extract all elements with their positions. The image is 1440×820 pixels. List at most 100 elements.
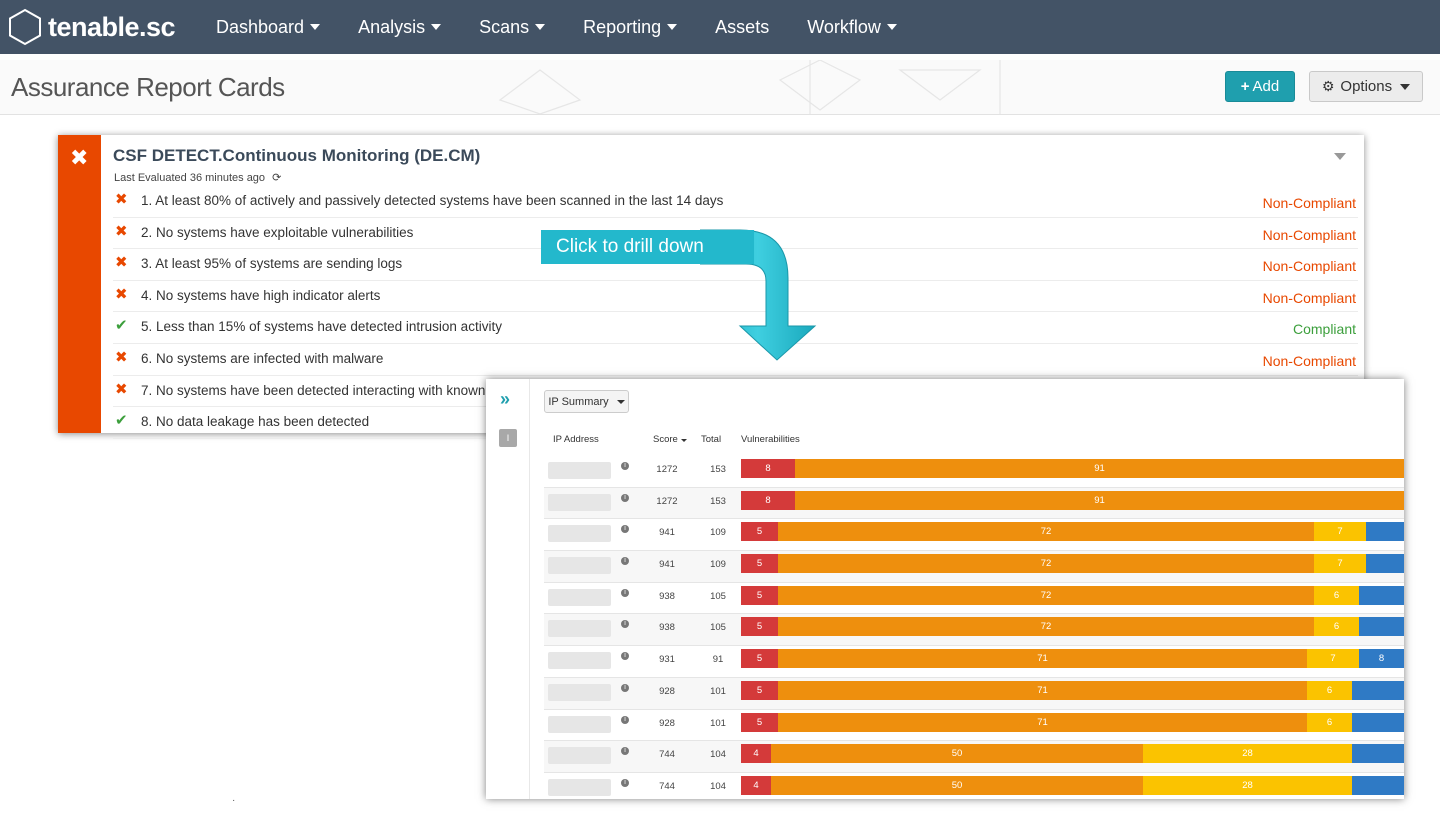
bar-segment-low[interactable]: 8: [1359, 649, 1404, 669]
vulnerability-bar[interactable]: 5 71 6: [741, 680, 1404, 700]
ip-address-redacted[interactable]: [548, 715, 611, 733]
card-title[interactable]: CSF DETECT.Continuous Monitoring (DE.CM): [113, 146, 481, 165]
table-row[interactable]: i 1272 153 8 91: [544, 456, 1404, 488]
bar-segment-high[interactable]: 72: [778, 554, 1314, 574]
ip-address-redacted[interactable]: [548, 620, 611, 638]
nav-workflow[interactable]: Workflow: [807, 17, 897, 38]
bar-segment-low[interactable]: [1352, 775, 1404, 795]
bar-segment-critical[interactable]: 5: [741, 522, 778, 542]
nav-assets[interactable]: Assets: [715, 17, 769, 38]
vulnerability-bar[interactable]: 5 71 7 8: [741, 649, 1404, 669]
info-icon[interactable]: i: [621, 588, 629, 597]
bar-segment-high[interactable]: 72: [778, 617, 1314, 637]
bar-segment-medium[interactable]: 6: [1314, 585, 1359, 605]
bar-segment-critical[interactable]: 5: [741, 585, 778, 605]
col-total[interactable]: Total: [701, 434, 722, 445]
vulnerability-bar[interactable]: 4 50 28: [741, 744, 1404, 764]
bar-segment-medium[interactable]: 6: [1314, 617, 1359, 637]
table-row[interactable]: i 928 101 5 71 6: [544, 710, 1404, 742]
table-row[interactable]: i 928 101 5 71 6: [544, 677, 1404, 710]
ip-address-redacted[interactable]: [548, 525, 611, 543]
vulnerability-bar[interactable]: 5 71 6: [741, 712, 1404, 732]
info-icon[interactable]: i: [621, 652, 629, 661]
ip-address-redacted[interactable]: [548, 778, 611, 796]
bar-segment-low[interactable]: [1366, 554, 1404, 574]
ip-address-redacted[interactable]: [548, 652, 611, 670]
vulnerability-bar[interactable]: 8 91: [741, 459, 1404, 478]
bar-segment-low[interactable]: [1352, 744, 1404, 764]
nav-analysis[interactable]: Analysis: [358, 17, 442, 38]
expand-double-chevron-icon[interactable]: »: [500, 389, 511, 409]
options-button[interactable]: ⚙ Options: [1309, 71, 1423, 102]
bar-segment-medium[interactable]: 7: [1314, 522, 1366, 542]
bar-segment-medium[interactable]: 6: [1307, 712, 1352, 732]
table-row[interactable]: i 931 91 5 71 7 8: [544, 646, 1404, 678]
bar-segment-medium[interactable]: 6: [1307, 680, 1352, 700]
col-vulnerabilities[interactable]: Vulnerabilities: [741, 434, 800, 445]
bar-segment-critical[interactable]: 5: [741, 680, 778, 700]
refresh-icon[interactable]: ⟳: [272, 172, 282, 184]
collapse-icon[interactable]: [1334, 153, 1346, 160]
bar-segment-low[interactable]: [1352, 680, 1404, 700]
bar-segment-critical[interactable]: 5: [741, 554, 778, 574]
add-button[interactable]: + Add: [1225, 71, 1295, 102]
bar-segment-critical[interactable]: 5: [741, 649, 778, 669]
ip-address-redacted[interactable]: [548, 462, 611, 479]
info-square-icon[interactable]: I: [499, 429, 517, 447]
table-row[interactable]: i 941 109 5 72 7: [544, 519, 1404, 552]
col-score[interactable]: Score: [653, 434, 687, 445]
ip-address-redacted[interactable]: [548, 557, 611, 575]
ip-address-redacted[interactable]: [548, 588, 611, 606]
requirement-row[interactable]: ✖ 3. At least 95% of systems are sending …: [113, 249, 1358, 281]
bar-segment-medium[interactable]: 7: [1314, 554, 1366, 574]
bar-segment-high[interactable]: 71: [778, 712, 1307, 732]
col-ip-address[interactable]: IP Address: [553, 434, 599, 445]
vulnerability-bar[interactable]: 5 72 6: [741, 617, 1404, 637]
bar-segment-critical[interactable]: 5: [741, 712, 778, 732]
vulnerability-bar[interactable]: 5 72 6: [741, 585, 1404, 605]
bar-segment-critical[interactable]: 4: [741, 775, 771, 795]
info-icon[interactable]: i: [621, 557, 629, 566]
info-icon[interactable]: i: [621, 462, 629, 470]
bar-segment-critical[interactable]: 8: [741, 490, 795, 510]
ip-address-redacted[interactable]: [548, 493, 611, 511]
info-icon[interactable]: i: [621, 493, 629, 502]
info-icon[interactable]: i: [621, 683, 629, 692]
bar-segment-low[interactable]: [1352, 712, 1404, 732]
bar-segment-low[interactable]: [1366, 522, 1404, 542]
bar-segment-low[interactable]: [1359, 617, 1404, 637]
table-row[interactable]: i 938 105 5 72 6: [544, 614, 1404, 647]
bar-segment-high[interactable]: 50: [771, 744, 1143, 764]
requirement-row[interactable]: ✖ 4. No systems have high indicator alert…: [113, 281, 1358, 313]
ip-address-redacted[interactable]: [548, 683, 611, 701]
nav-scans[interactable]: Scans: [479, 17, 546, 38]
bar-segment-high[interactable]: 71: [778, 649, 1307, 669]
nav-reporting[interactable]: Reporting: [583, 17, 678, 38]
bar-segment-low[interactable]: [1359, 585, 1404, 605]
info-icon[interactable]: i: [621, 620, 629, 629]
bar-segment-high[interactable]: 71: [778, 680, 1307, 700]
bar-segment-critical[interactable]: 4: [741, 744, 771, 764]
vulnerability-bar[interactable]: 8 91: [741, 490, 1404, 510]
vulnerability-bar[interactable]: 4 50 28: [741, 775, 1404, 795]
info-icon[interactable]: i: [621, 778, 629, 787]
table-row[interactable]: i 744 104 4 50 28: [544, 773, 1404, 799]
requirement-row[interactable]: ✖ 6. No systems are infected with malware…: [113, 344, 1358, 376]
table-row[interactable]: i 744 104 4 50 28: [544, 741, 1404, 773]
bar-segment-high[interactable]: 91: [795, 459, 1404, 478]
requirement-row[interactable]: ✔ 5. Less than 15% of systems have detect…: [113, 312, 1358, 344]
bar-segment-high[interactable]: 72: [778, 585, 1314, 605]
info-icon[interactable]: i: [621, 525, 629, 534]
report-card[interactable]: ✖ CSF DETECT.Continuous Monitoring (DE.C…: [58, 135, 1364, 439]
bar-segment-medium[interactable]: 7: [1307, 649, 1359, 669]
requirement-row[interactable]: ✖ 1. At least 80% of actively and passive…: [113, 186, 1358, 218]
table-row[interactable]: i 938 105 5 72 6: [544, 583, 1404, 615]
tool-select[interactable]: IP Summary: [544, 390, 629, 413]
table-row[interactable]: i 941 109 5 72 7: [544, 551, 1404, 583]
ip-address-redacted[interactable]: [548, 747, 611, 765]
table-row[interactable]: i 1272 153 8 91: [544, 487, 1404, 520]
brand-logo[interactable]: tenable.sc: [6, 8, 206, 46]
bar-segment-medium[interactable]: 28: [1143, 744, 1352, 764]
info-icon[interactable]: i: [621, 747, 629, 756]
bar-segment-critical[interactable]: 5: [741, 617, 778, 637]
